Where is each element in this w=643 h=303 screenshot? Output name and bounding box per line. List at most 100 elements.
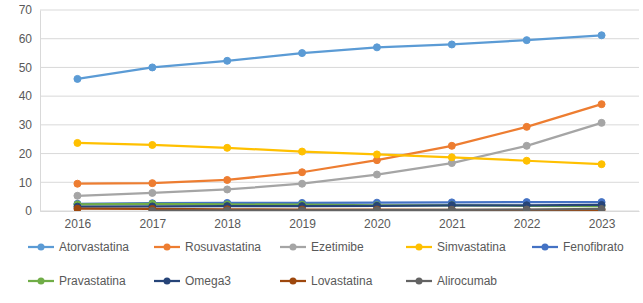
legend-label: Rosuvastatina [185, 240, 261, 254]
legend-item: Atorvastatina [28, 240, 129, 254]
legend-label: Alirocumab [437, 274, 497, 288]
series [74, 205, 605, 211]
series [74, 101, 605, 188]
x-axis-line [41, 211, 640, 212]
x-tick-label: 2023 [589, 217, 616, 231]
marker [523, 157, 530, 164]
series [74, 32, 605, 83]
marker [598, 101, 605, 108]
y-tick: 60 [19, 32, 40, 46]
grid [40, 10, 639, 211]
y-tick: 0 [25, 204, 40, 218]
y-tick-label: 50 [19, 61, 33, 75]
marker [299, 50, 306, 57]
legend-label: Omega3 [185, 274, 231, 288]
y-tick: 40 [19, 89, 40, 103]
legend-item: Fenofibrato [532, 240, 624, 254]
marker [373, 206, 380, 211]
legend-label: Pravastatina [59, 274, 126, 288]
marker [373, 171, 380, 178]
x-tick: 2017 [139, 211, 166, 231]
y-tick: 10 [19, 176, 40, 190]
marker [523, 37, 530, 44]
x-tick-label: 2019 [289, 217, 316, 231]
marker [74, 139, 81, 146]
marker [598, 32, 605, 39]
legend-item: Simvastatina [406, 240, 506, 254]
marker [448, 154, 455, 161]
y-tick-label: 20 [19, 147, 33, 161]
y-axis-line [40, 11, 41, 212]
marker [224, 176, 231, 183]
marker [448, 41, 455, 48]
x-tick-label: 2016 [65, 217, 92, 231]
marker [149, 189, 156, 196]
marker [523, 206, 530, 211]
marker [448, 142, 455, 149]
marker [373, 44, 380, 51]
legend-marker [416, 278, 423, 285]
marker [598, 119, 605, 126]
marker [224, 144, 231, 151]
marker [224, 57, 231, 64]
legend-item: Ezetimibe [280, 240, 364, 254]
marker [299, 207, 306, 211]
legend-label: Atorvastatina [59, 240, 129, 254]
y-tick: 50 [19, 61, 40, 75]
marker [523, 206, 530, 211]
legend-marker [542, 244, 549, 251]
legend-label: Ezetimibe [311, 240, 364, 254]
legend-marker [290, 244, 297, 251]
legend-marker [38, 244, 45, 251]
legend-item: Lovastatina [280, 274, 373, 288]
marker [74, 192, 81, 199]
series [74, 139, 605, 167]
y-tick-label: 70 [19, 3, 33, 17]
x-tick-label: 2017 [139, 217, 166, 231]
series-line [77, 104, 601, 184]
y-tick-label: 40 [19, 89, 33, 103]
marker [448, 206, 455, 211]
marker [74, 75, 81, 82]
legend-label: Fenofibrato [563, 240, 624, 254]
series [74, 119, 605, 199]
y-tick-label: 60 [19, 32, 33, 46]
marker [598, 205, 605, 211]
series [149, 205, 605, 211]
marker [299, 180, 306, 187]
legend-marker [416, 244, 423, 251]
x-tick-label: 2022 [514, 217, 541, 231]
y-tick-label: 10 [19, 176, 33, 190]
marker [299, 169, 306, 176]
grid-line [40, 96, 639, 97]
x-tick: 2021 [439, 211, 466, 231]
marker [598, 161, 605, 168]
legend-item: Alirocumab [406, 274, 497, 288]
marker [149, 180, 156, 187]
marker [299, 148, 306, 155]
grid-line [40, 10, 639, 11]
marker [149, 141, 156, 148]
legend-label: Simvastatina [437, 240, 506, 254]
marker [523, 123, 530, 130]
x-tick: 2016 [65, 211, 92, 231]
y-tick: 20 [19, 147, 40, 161]
plot-area: 0102030405060702016201720182019202020212… [19, 3, 640, 230]
x-tick-label: 2018 [214, 217, 241, 231]
grid-line [40, 67, 639, 68]
x-tick: 2023 [589, 211, 616, 231]
legend-marker [164, 244, 171, 251]
marker [74, 205, 81, 211]
legend-item: Rosuvastatina [154, 240, 261, 254]
marker [74, 180, 81, 187]
y-axis: 0 10 20 30 40 50 60 70 [19, 3, 41, 218]
x-tick: 2022 [514, 211, 541, 231]
series-line [77, 123, 601, 196]
marker [448, 206, 455, 211]
chart: 0102030405060702016201720182019202020212… [0, 0, 643, 303]
y-tick-label: 30 [19, 118, 33, 132]
legend-marker [164, 278, 171, 285]
legend-item: Pravastatina [28, 274, 126, 288]
marker [373, 151, 380, 158]
legend: Atorvastatina Rosuvastatina Ezetimibe Simva… [28, 240, 624, 288]
